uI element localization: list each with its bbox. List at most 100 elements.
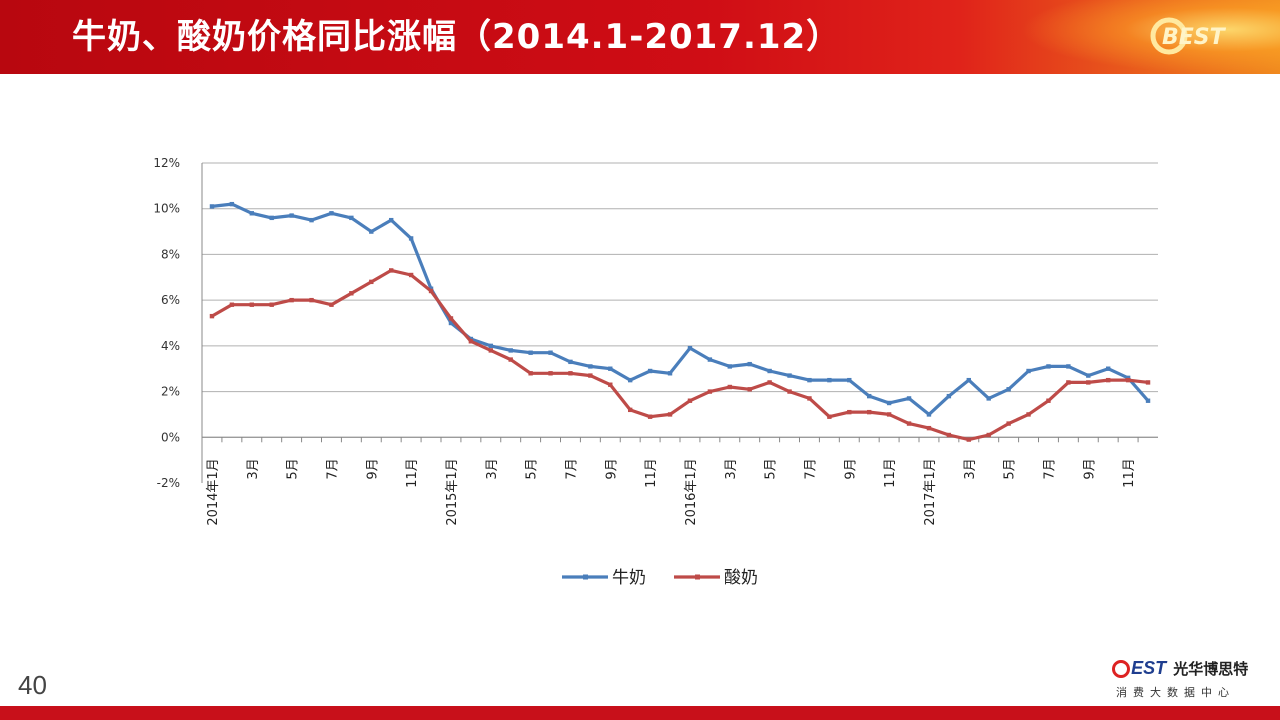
data-point (1145, 380, 1151, 385)
x-tick-label: 5月 (1003, 458, 1018, 479)
x-tick-label: 2015年1月 (445, 458, 460, 525)
brand-logo: EST 光华博思特 消费大数据中心 (1112, 658, 1272, 702)
page-title: 牛奶、酸奶价格同比涨幅（2014.1-2017.12） (72, 17, 842, 57)
data-point (269, 302, 274, 307)
data-point (309, 297, 314, 303)
data-point (647, 368, 653, 374)
data-point (1026, 412, 1031, 417)
data-point (508, 348, 513, 353)
data-point (249, 211, 254, 216)
data-point (727, 364, 732, 369)
data-point (349, 215, 354, 221)
data-point (1106, 366, 1111, 371)
y-tick-label: 6% (161, 293, 180, 307)
data-point (787, 389, 792, 394)
x-tick-label: 9月 (604, 458, 619, 479)
data-point (369, 229, 374, 234)
data-point (229, 302, 235, 307)
data-point (628, 377, 633, 383)
data-point (767, 368, 772, 374)
title-banner: 牛奶、酸奶价格同比涨幅（2014.1-2017.12） BEST (0, 0, 1280, 74)
data-point (568, 359, 573, 365)
data-point (1006, 421, 1011, 426)
data-point (488, 343, 493, 349)
data-point (807, 396, 812, 401)
data-point (528, 350, 533, 355)
page-number: 40 (18, 670, 47, 700)
data-point (1046, 398, 1051, 403)
x-tick-label: 7月 (325, 458, 340, 479)
x-tick-label: 5月 (764, 458, 779, 479)
data-point (628, 407, 633, 413)
data-point (1145, 398, 1151, 403)
data-point (428, 286, 434, 291)
data-point (1026, 368, 1031, 374)
data-point (209, 313, 215, 319)
x-tick-label: 7月 (1042, 458, 1057, 479)
data-point (807, 377, 812, 383)
data-point (229, 201, 235, 207)
data-point (747, 387, 752, 392)
data-point (687, 398, 693, 403)
data-point (707, 389, 713, 394)
data-point (428, 288, 434, 294)
data-point (508, 357, 513, 362)
data-point (289, 297, 294, 303)
y-tick-label: 12% (153, 156, 180, 170)
series-line-0 (211, 202, 1150, 416)
data-point (1086, 380, 1091, 385)
data-point (827, 414, 832, 419)
data-point (966, 437, 971, 442)
data-point (488, 348, 493, 353)
data-point (647, 414, 653, 419)
line-chart: 12% 10% 8% 6% 4% 2% 0% -2% 2014年1月 3月 5月 7月 9月 11月 201… (153, 156, 1158, 588)
data-point (309, 217, 314, 223)
best-logo-text: BEST (1162, 25, 1227, 50)
x-tick-label: 7月 (564, 458, 579, 479)
data-point (966, 377, 971, 383)
x-tick-label: 7月 (803, 458, 818, 479)
data-point (986, 432, 991, 438)
data-point (249, 302, 254, 307)
legend-label-0: 牛奶 (612, 568, 646, 588)
data-point (886, 412, 892, 417)
brand-circle-icon (1112, 659, 1130, 678)
data-point (349, 291, 354, 296)
footer-bar (0, 706, 1280, 720)
legend-label-1: 酸奶 (724, 568, 758, 588)
data-point (548, 371, 553, 376)
data-point (468, 339, 474, 344)
legend-marker (583, 574, 588, 580)
data-point (906, 421, 912, 426)
y-tick-label: 8% (161, 247, 180, 261)
x-tick-label: 3月 (246, 458, 261, 479)
data-point (867, 409, 872, 415)
data-point (847, 377, 852, 383)
x-tick-label: 2017年1月 (923, 458, 938, 525)
y-tick-label: 2% (161, 385, 180, 399)
data-point (528, 371, 533, 376)
data-point (329, 211, 334, 216)
y-tick-label: 4% (161, 339, 180, 353)
x-tick-label: 2016年1月 (684, 458, 699, 525)
x-tick-label: 3月 (485, 458, 500, 479)
data-point (667, 412, 673, 417)
data-point (209, 204, 215, 209)
data-point (1106, 377, 1111, 383)
data-point (588, 364, 593, 369)
data-point (1046, 364, 1051, 369)
data-point (588, 373, 593, 378)
x-tick-label: 3月 (724, 458, 739, 479)
x-tick-label: 3月 (963, 458, 978, 479)
data-point (847, 409, 852, 415)
data-point (867, 393, 872, 399)
data-point (886, 400, 892, 406)
data-point (568, 371, 573, 376)
data-point (926, 425, 932, 431)
y-tick-label: -2% (157, 476, 180, 490)
data-point (667, 371, 673, 376)
data-point (608, 382, 613, 387)
data-point (269, 215, 274, 221)
data-point (827, 377, 832, 383)
x-tick-label: 11月 (883, 458, 898, 488)
